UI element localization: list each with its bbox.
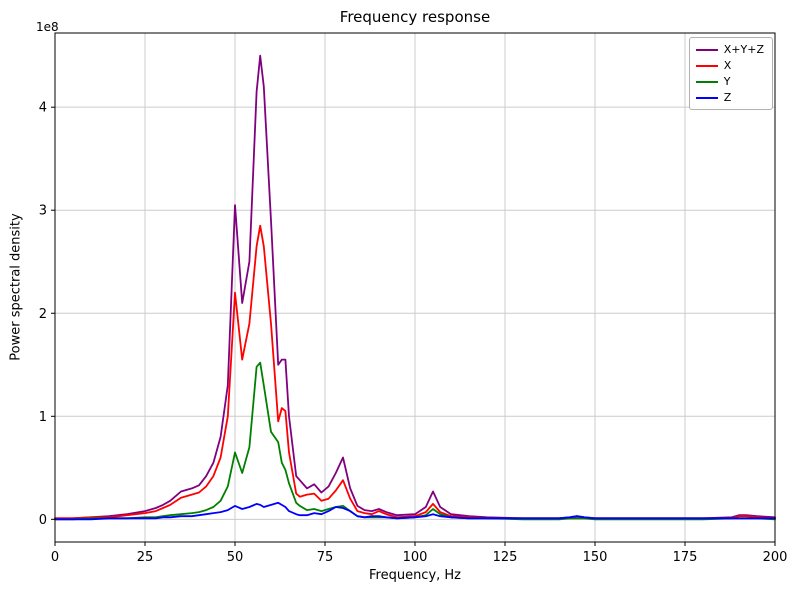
- svg-text:200: 200: [763, 550, 788, 565]
- chart-title: Frequency response: [339, 8, 491, 26]
- svg-text:175: 175: [673, 550, 698, 565]
- svg-text:1: 1: [39, 410, 47, 425]
- legend-entry: Z: [695, 91, 764, 104]
- svg-text:2: 2: [39, 307, 47, 322]
- svg-text:50: 50: [227, 550, 244, 565]
- svg-text:4: 4: [39, 101, 47, 116]
- legend-label: X+Y+Z: [723, 43, 764, 56]
- legend-line-swatch: [695, 48, 718, 51]
- svg-text:150: 150: [583, 550, 608, 565]
- svg-text:0: 0: [39, 513, 47, 528]
- legend-label: X: [723, 59, 732, 72]
- legend-entry: Y: [695, 75, 764, 88]
- legend-label: Z: [723, 91, 732, 104]
- x-axis-label: Frequency, Hz: [368, 568, 462, 583]
- svg-text:100: 100: [403, 550, 428, 565]
- y-axis-label: Power spectral density: [8, 213, 24, 361]
- legend-label: Y: [723, 75, 731, 88]
- legend-entry: X+Y+Z: [695, 43, 764, 56]
- y-axis-offset-label: 1e8: [36, 20, 59, 34]
- legend-line-swatch: [695, 96, 718, 99]
- svg-text:0: 0: [51, 550, 59, 565]
- legend-line-swatch: [695, 64, 718, 67]
- svg-text:3: 3: [39, 204, 47, 219]
- svg-text:75: 75: [317, 550, 334, 565]
- legend-line-swatch: [695, 80, 718, 83]
- svg-text:125: 125: [493, 550, 518, 565]
- legend-entry: X: [695, 59, 764, 72]
- legend: X+Y+Z X Y Z: [688, 37, 773, 110]
- svg-text:25: 25: [137, 550, 154, 565]
